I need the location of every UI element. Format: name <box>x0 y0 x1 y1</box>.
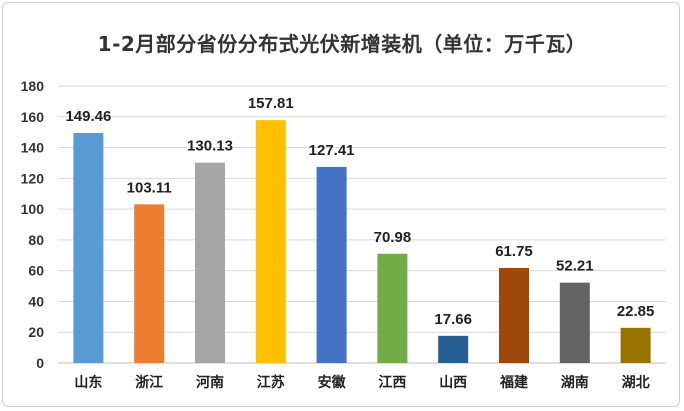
data-label: 103.11 <box>127 179 172 196</box>
bar-6 <box>377 253 408 363</box>
data-label: 61.75 <box>495 243 533 260</box>
bar-2 <box>134 204 165 363</box>
category-label: 江西 <box>378 374 406 391</box>
category-labels: 山东 浙江 河南 江苏 安徽 江西 山西 福建 湖南 湖北 <box>74 374 649 391</box>
category-label: 山西 <box>439 375 467 391</box>
bar-1 <box>73 132 104 363</box>
data-labels: 149.46 103.11 130.13 157.81 127.41 70.98 17.66… <box>65 95 654 328</box>
data-label: 127.41 <box>309 142 355 159</box>
bar-7 <box>438 335 469 363</box>
data-label: 130.13 <box>187 138 233 155</box>
y-tick-label: 0 <box>36 355 44 371</box>
y-axis-ticks: 0 20 40 60 80 100 120 140 160 180 <box>21 78 45 371</box>
data-label: 157.81 <box>248 95 294 112</box>
y-tick-label: 80 <box>28 232 44 248</box>
data-label: 70.98 <box>374 229 412 246</box>
category-label: 湖北 <box>622 375 650 391</box>
y-tick-label: 60 <box>28 263 44 279</box>
bar-5 <box>316 166 347 363</box>
y-tick-label: 120 <box>21 170 45 186</box>
bar-9 <box>559 282 590 363</box>
y-tick-label: 140 <box>21 140 45 156</box>
bar-8 <box>499 267 529 363</box>
bar-4 <box>255 120 286 363</box>
category-label: 安徽 <box>318 374 347 391</box>
y-tick-label: 100 <box>21 201 45 217</box>
bars <box>73 120 651 363</box>
bar-10 <box>620 327 651 363</box>
category-label: 福建 <box>499 374 528 391</box>
data-label: 149.46 <box>65 108 111 125</box>
y-tick-label: 160 <box>21 109 45 125</box>
data-label: 52.21 <box>556 258 594 275</box>
category-label: 山东 <box>74 374 102 391</box>
data-label: 17.66 <box>434 311 472 328</box>
category-label: 江苏 <box>257 374 285 391</box>
y-tick-label: 180 <box>21 78 45 94</box>
chart-title: 1-2月部分省份分布式光伏新增装机（单位：万千瓦） <box>97 32 587 56</box>
data-label: 22.85 <box>617 303 655 320</box>
category-label: 湖南 <box>561 374 589 391</box>
category-label: 浙江 <box>135 374 163 391</box>
category-label: 河南 <box>196 374 224 391</box>
y-tick-label: 40 <box>28 293 44 309</box>
y-tick-label: 20 <box>28 324 44 340</box>
bar-3 <box>195 162 225 363</box>
